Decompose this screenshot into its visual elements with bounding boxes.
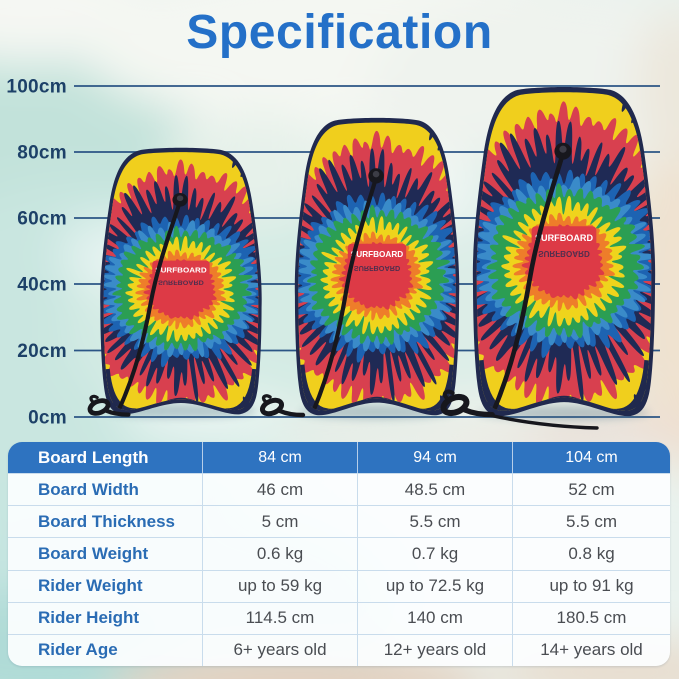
svg-text:80cm: 80cm [17, 143, 67, 164]
svg-text:20cm: 20cm [17, 341, 67, 362]
svg-text:100cm: 100cm [6, 77, 67, 98]
svg-text:60cm: 60cm [17, 209, 67, 230]
svg-text:0cm: 0cm [28, 408, 67, 429]
svg-text:40cm: 40cm [17, 275, 67, 296]
